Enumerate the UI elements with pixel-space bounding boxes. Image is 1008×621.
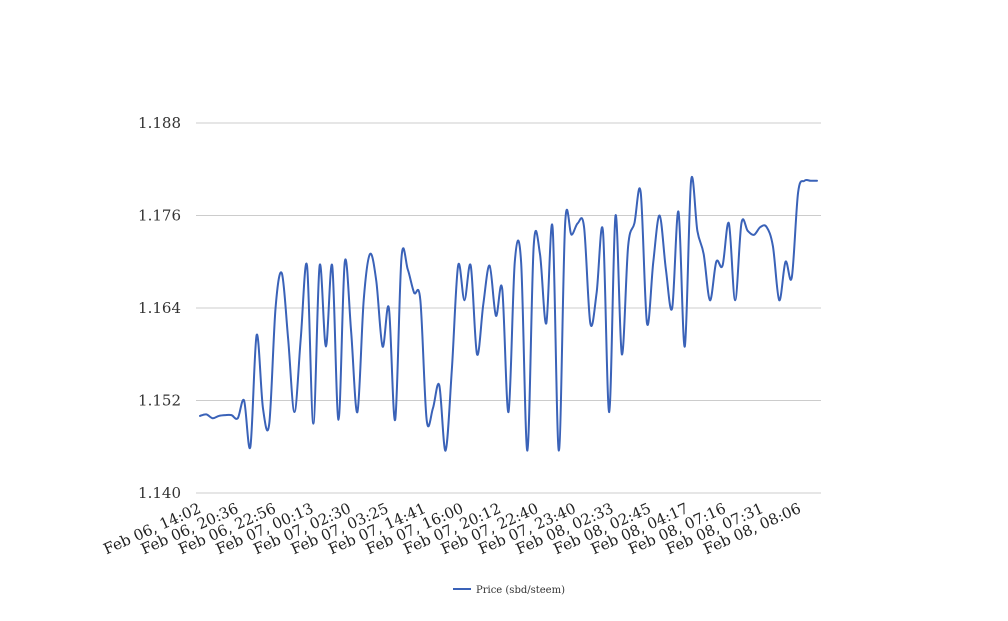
y-axis-tick-labels: 1.140 1.152 1.164 1.176 1.188: [138, 114, 181, 502]
y-tick-label: 1.152: [138, 392, 181, 410]
series-line: [200, 177, 817, 451]
legend-label: Price (sbd/steem): [476, 585, 565, 596]
y-tick-label: 1.164: [138, 299, 181, 317]
y-tick-label: 1.140: [138, 484, 181, 502]
y-tick-label: 1.188: [138, 114, 181, 132]
legend: Price (sbd/steem): [453, 585, 565, 596]
y-tick-label: 1.176: [138, 207, 181, 225]
gridlines: [196, 123, 821, 493]
series-lines: [200, 177, 817, 451]
